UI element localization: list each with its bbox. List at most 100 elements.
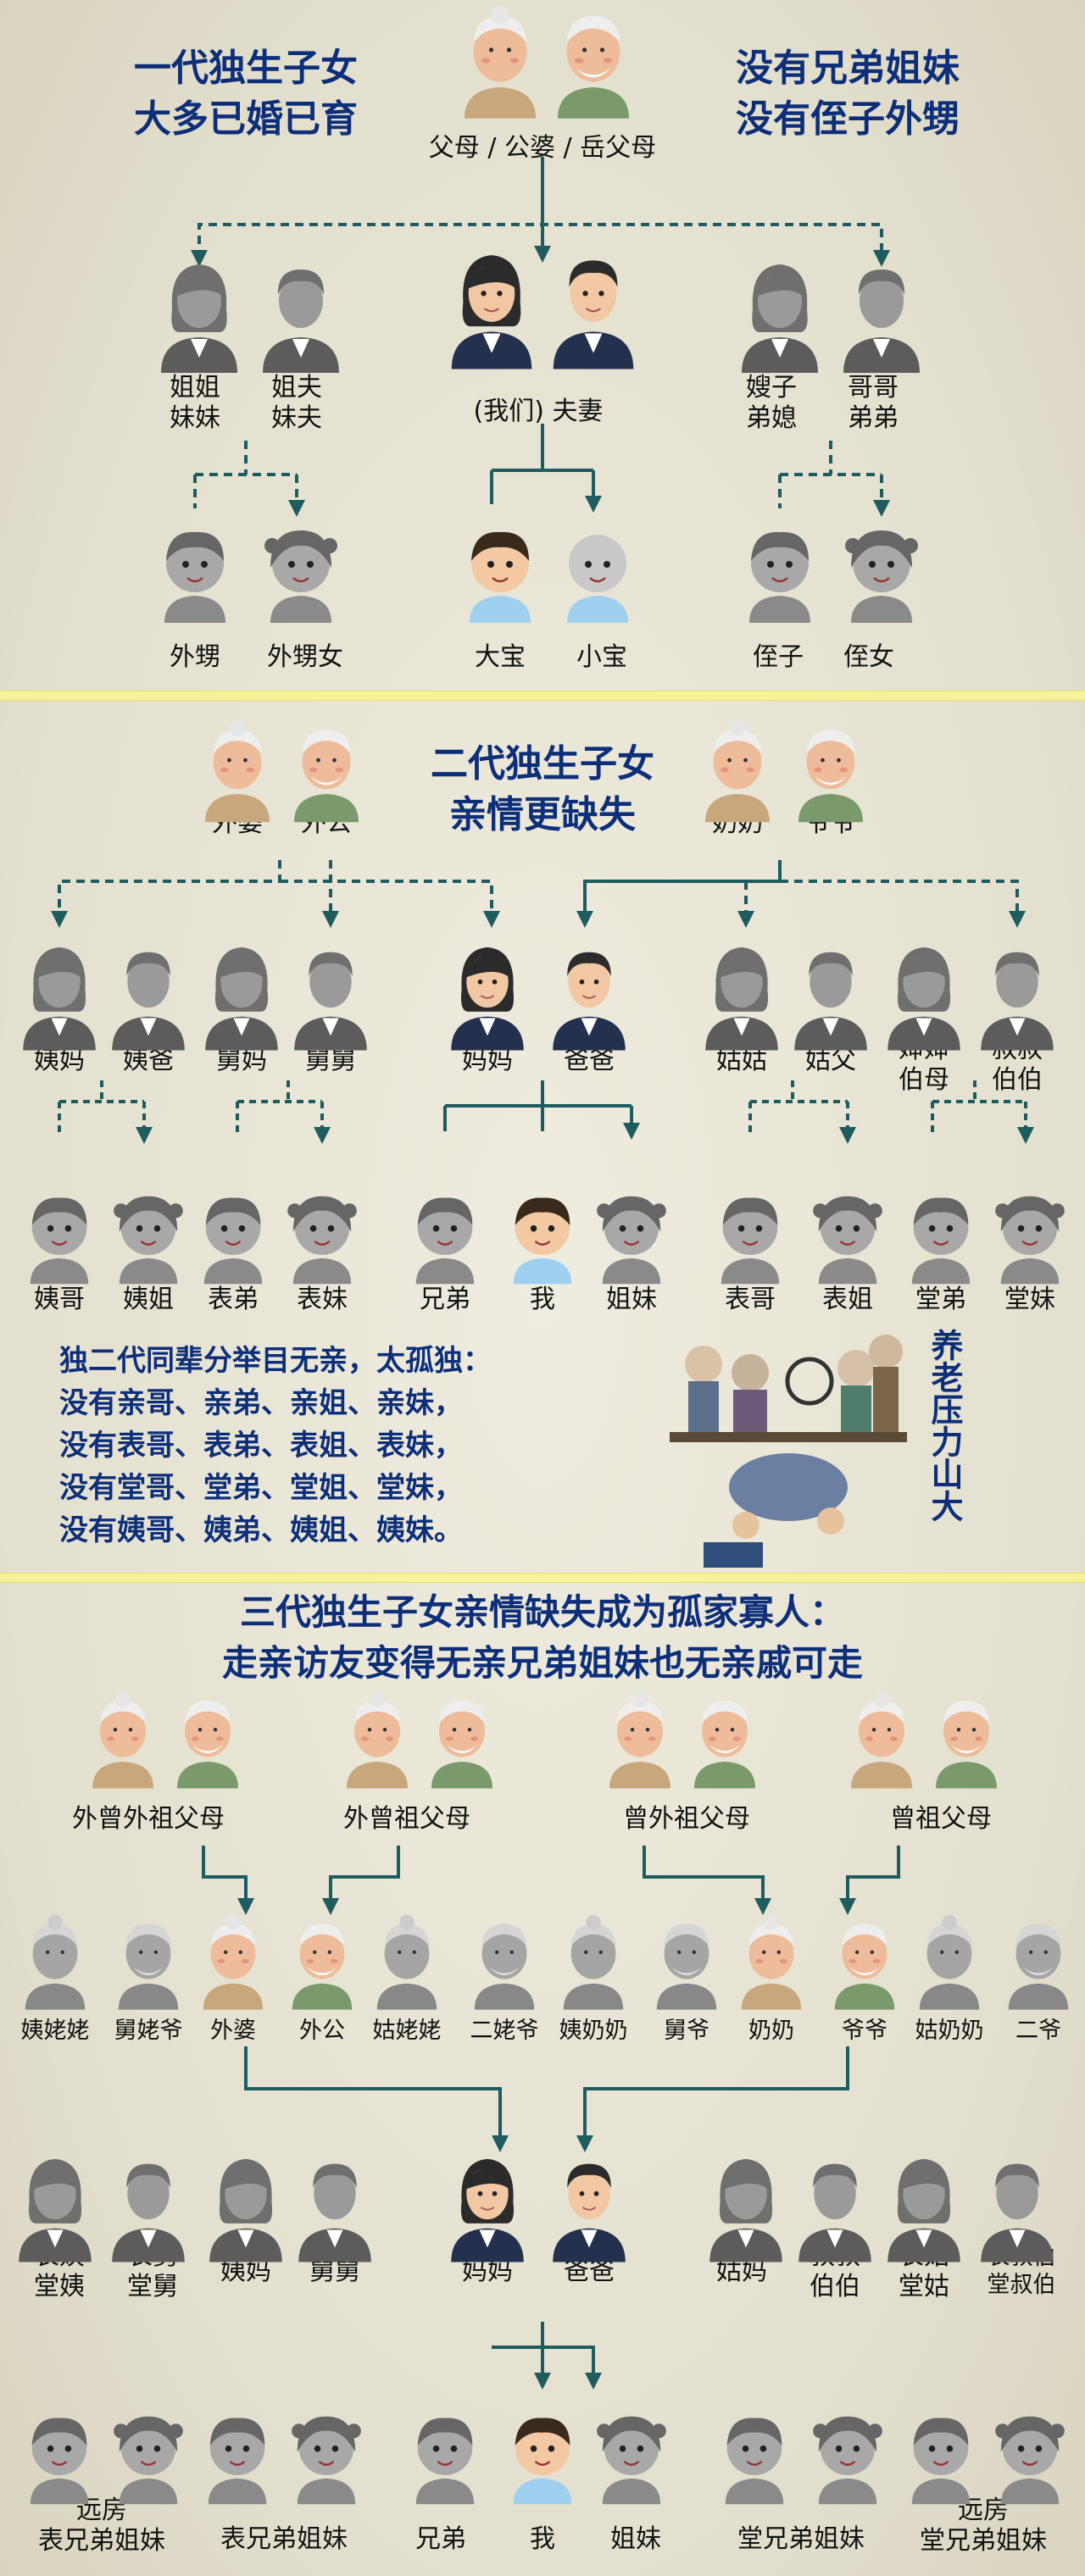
brothers-daughter-s1-icon (845, 530, 918, 623)
s3-gen2-0-icon (25, 1914, 86, 2010)
pressure-text: 养老压力山大 (926, 1329, 963, 1522)
s3-gen4-9-icon (911, 2418, 971, 2505)
gen4-5: 姐妹 (610, 2524, 661, 2554)
me-label-s2: 我 (530, 1285, 555, 1314)
cousin-label-6: 表姐 (822, 1285, 873, 1314)
gg-group-label-1: 外曾外祖父母 (72, 1804, 225, 1834)
s2-gen3-10-icon (995, 1196, 1065, 1285)
s3-gen2-2-icon (203, 1914, 264, 2010)
second-child-label: 小宝 (576, 642, 627, 672)
s2-gen2-3-icon (294, 952, 367, 1051)
gg-group-label-3: 曾外祖父母 (623, 1804, 750, 1834)
s3-gg-2-icon (347, 1691, 408, 1789)
s3-gen4-0-icon (30, 2418, 89, 2505)
cousin-label-4: 表妹 (297, 1285, 348, 1314)
s3-gen4-4-icon (415, 2418, 475, 2505)
s3-gg-3-icon (431, 1701, 492, 1789)
s3-gen2-9-icon (834, 1924, 895, 2010)
cousin-label-1: 姨哥 (34, 1285, 85, 1314)
sister-s1-icon (161, 264, 237, 373)
brothers-son-label: 侄子 (753, 642, 804, 672)
niece-label: 外甥女 (267, 642, 343, 672)
s2-gen2-1-icon (112, 952, 185, 1051)
s3-gen2-4-icon (376, 1914, 437, 2010)
gen2-label-5: 姑姥姥 (372, 2018, 442, 2044)
gen4-6: 堂兄弟姐妹 (737, 2524, 865, 2554)
s3-gen3-3-icon (298, 2163, 371, 2262)
husband-s1-icon (553, 260, 634, 369)
brothers-daughter-label: 侄女 (843, 642, 894, 672)
uncle-maternal-wife-label: 舅妈 (216, 1046, 267, 1075)
s3-gen3-8-icon (887, 2158, 960, 2262)
s3-gen4-10-icon (995, 2416, 1065, 2505)
sister-in-law-label: 嫂子 弟媳 (746, 373, 797, 433)
tang-label-1: 堂弟 (915, 1285, 966, 1314)
paternal-grandma-s2-icon (705, 719, 770, 823)
gen2-label-10: 爷爷 (842, 2018, 887, 2044)
gen4-3: 兄弟 (415, 2524, 466, 2554)
mom-label-s2: 妈妈 (462, 1046, 513, 1075)
loneliness-text-3: 没有表哥、表弟、表姐、表妹， (59, 1429, 463, 1463)
nephew-label: 外甥 (170, 642, 220, 672)
sibling-brother-label-s2: 兄弟 (420, 1285, 470, 1314)
gen4-1: 远房 表兄弟姐妹 (38, 2496, 165, 2556)
s3-gen2-7-icon (656, 1924, 717, 2010)
s2-gen3-2-icon (203, 1197, 263, 1285)
gen2-label-3: 外婆 (210, 2018, 256, 2044)
section2-connectors (51, 860, 1026, 1135)
s2-gen3-3-icon (287, 1196, 357, 1285)
s2-gen3-6-icon (597, 1196, 666, 1285)
s2-gen3-8-icon (813, 1196, 882, 1285)
loneliness-text-2: 没有亲哥、亲弟、亲姐、亲妹， (59, 1386, 463, 1420)
s2-gen2-6-icon (705, 947, 778, 1051)
cousin-label-3: 表弟 (208, 1285, 259, 1314)
section1-title-left-2: 大多已婚已育 (134, 97, 358, 141)
dad-label-s2: 爸爸 (564, 1046, 615, 1075)
gen4-4: 我 (530, 2524, 555, 2554)
s3-gen2-6-icon (563, 1914, 624, 2010)
grandpa-s1-icon (558, 16, 629, 119)
uncle-maternal-label: 舅舅 (305, 1046, 356, 1075)
loneliness-text-4: 没有堂哥、堂弟、堂姐、堂妹， (59, 1471, 463, 1505)
s3-gen3-4-icon (451, 2158, 524, 2262)
s3-gen4-3-icon (292, 2416, 361, 2505)
s3-gen3-0-icon (19, 2158, 92, 2262)
gen4-2: 表兄弟姐妹 (220, 2524, 348, 2554)
s3-gen3-1-icon (112, 2163, 185, 2262)
aunt-paternal-husband-label: 姑父 (805, 1046, 856, 1075)
s3-gen3-6-icon (709, 2158, 782, 2262)
s2-gen2-4-icon (451, 947, 524, 1051)
section3-connectors (202, 1846, 900, 2381)
s2-gen3-4-icon (415, 1197, 475, 1285)
gen2-label-4: 外公 (299, 2018, 345, 2044)
maternal-grandpa-s2-icon (294, 730, 359, 823)
gen2-label-11: 姑奶奶 (915, 2018, 984, 2044)
section1-title-right-1: 没有兄弟姐妹 (736, 47, 960, 90)
s2-gen3-7-icon (721, 1197, 780, 1285)
section1-connectors (191, 157, 882, 508)
brothers-son-s1-icon (749, 531, 810, 623)
cousin-label-5: 表哥 (725, 1285, 776, 1314)
brother-label: 哥哥 弟弟 (848, 373, 899, 433)
gg-group-label-4: 曾祖父母 (890, 1804, 992, 1834)
maternal-grandma-s2-icon (205, 719, 270, 823)
s2-gen3-1-icon (114, 1196, 183, 1285)
section2-title-2: 亲情更缺失 (449, 793, 636, 836)
s3-gg-4-icon (609, 1691, 670, 1789)
s3-gg-7-icon (936, 1701, 997, 1789)
s3-gen2-1-icon (118, 1924, 179, 2010)
s3-gen4-7-icon (725, 2418, 784, 2505)
aunt-maternal-label: 姨妈 (34, 1046, 85, 1075)
s3-gen2-3-icon (292, 1924, 353, 2010)
nephew-s1-icon (164, 531, 225, 623)
gen2-label-2: 舅姥爷 (114, 2018, 183, 2044)
loneliness-text-1: 独二代同辈分举目无亲，太孤独： (59, 1344, 492, 1378)
gen2-label-9: 奶奶 (748, 2018, 794, 2044)
aunt-paternal-label: 姑姑 (716, 1046, 767, 1075)
gen2-label-8: 舅爷 (664, 2018, 709, 2044)
s3-gg-6-icon (851, 1691, 912, 1789)
niece-s1-icon (264, 530, 337, 623)
s2-gen2-9-icon (981, 952, 1054, 1051)
